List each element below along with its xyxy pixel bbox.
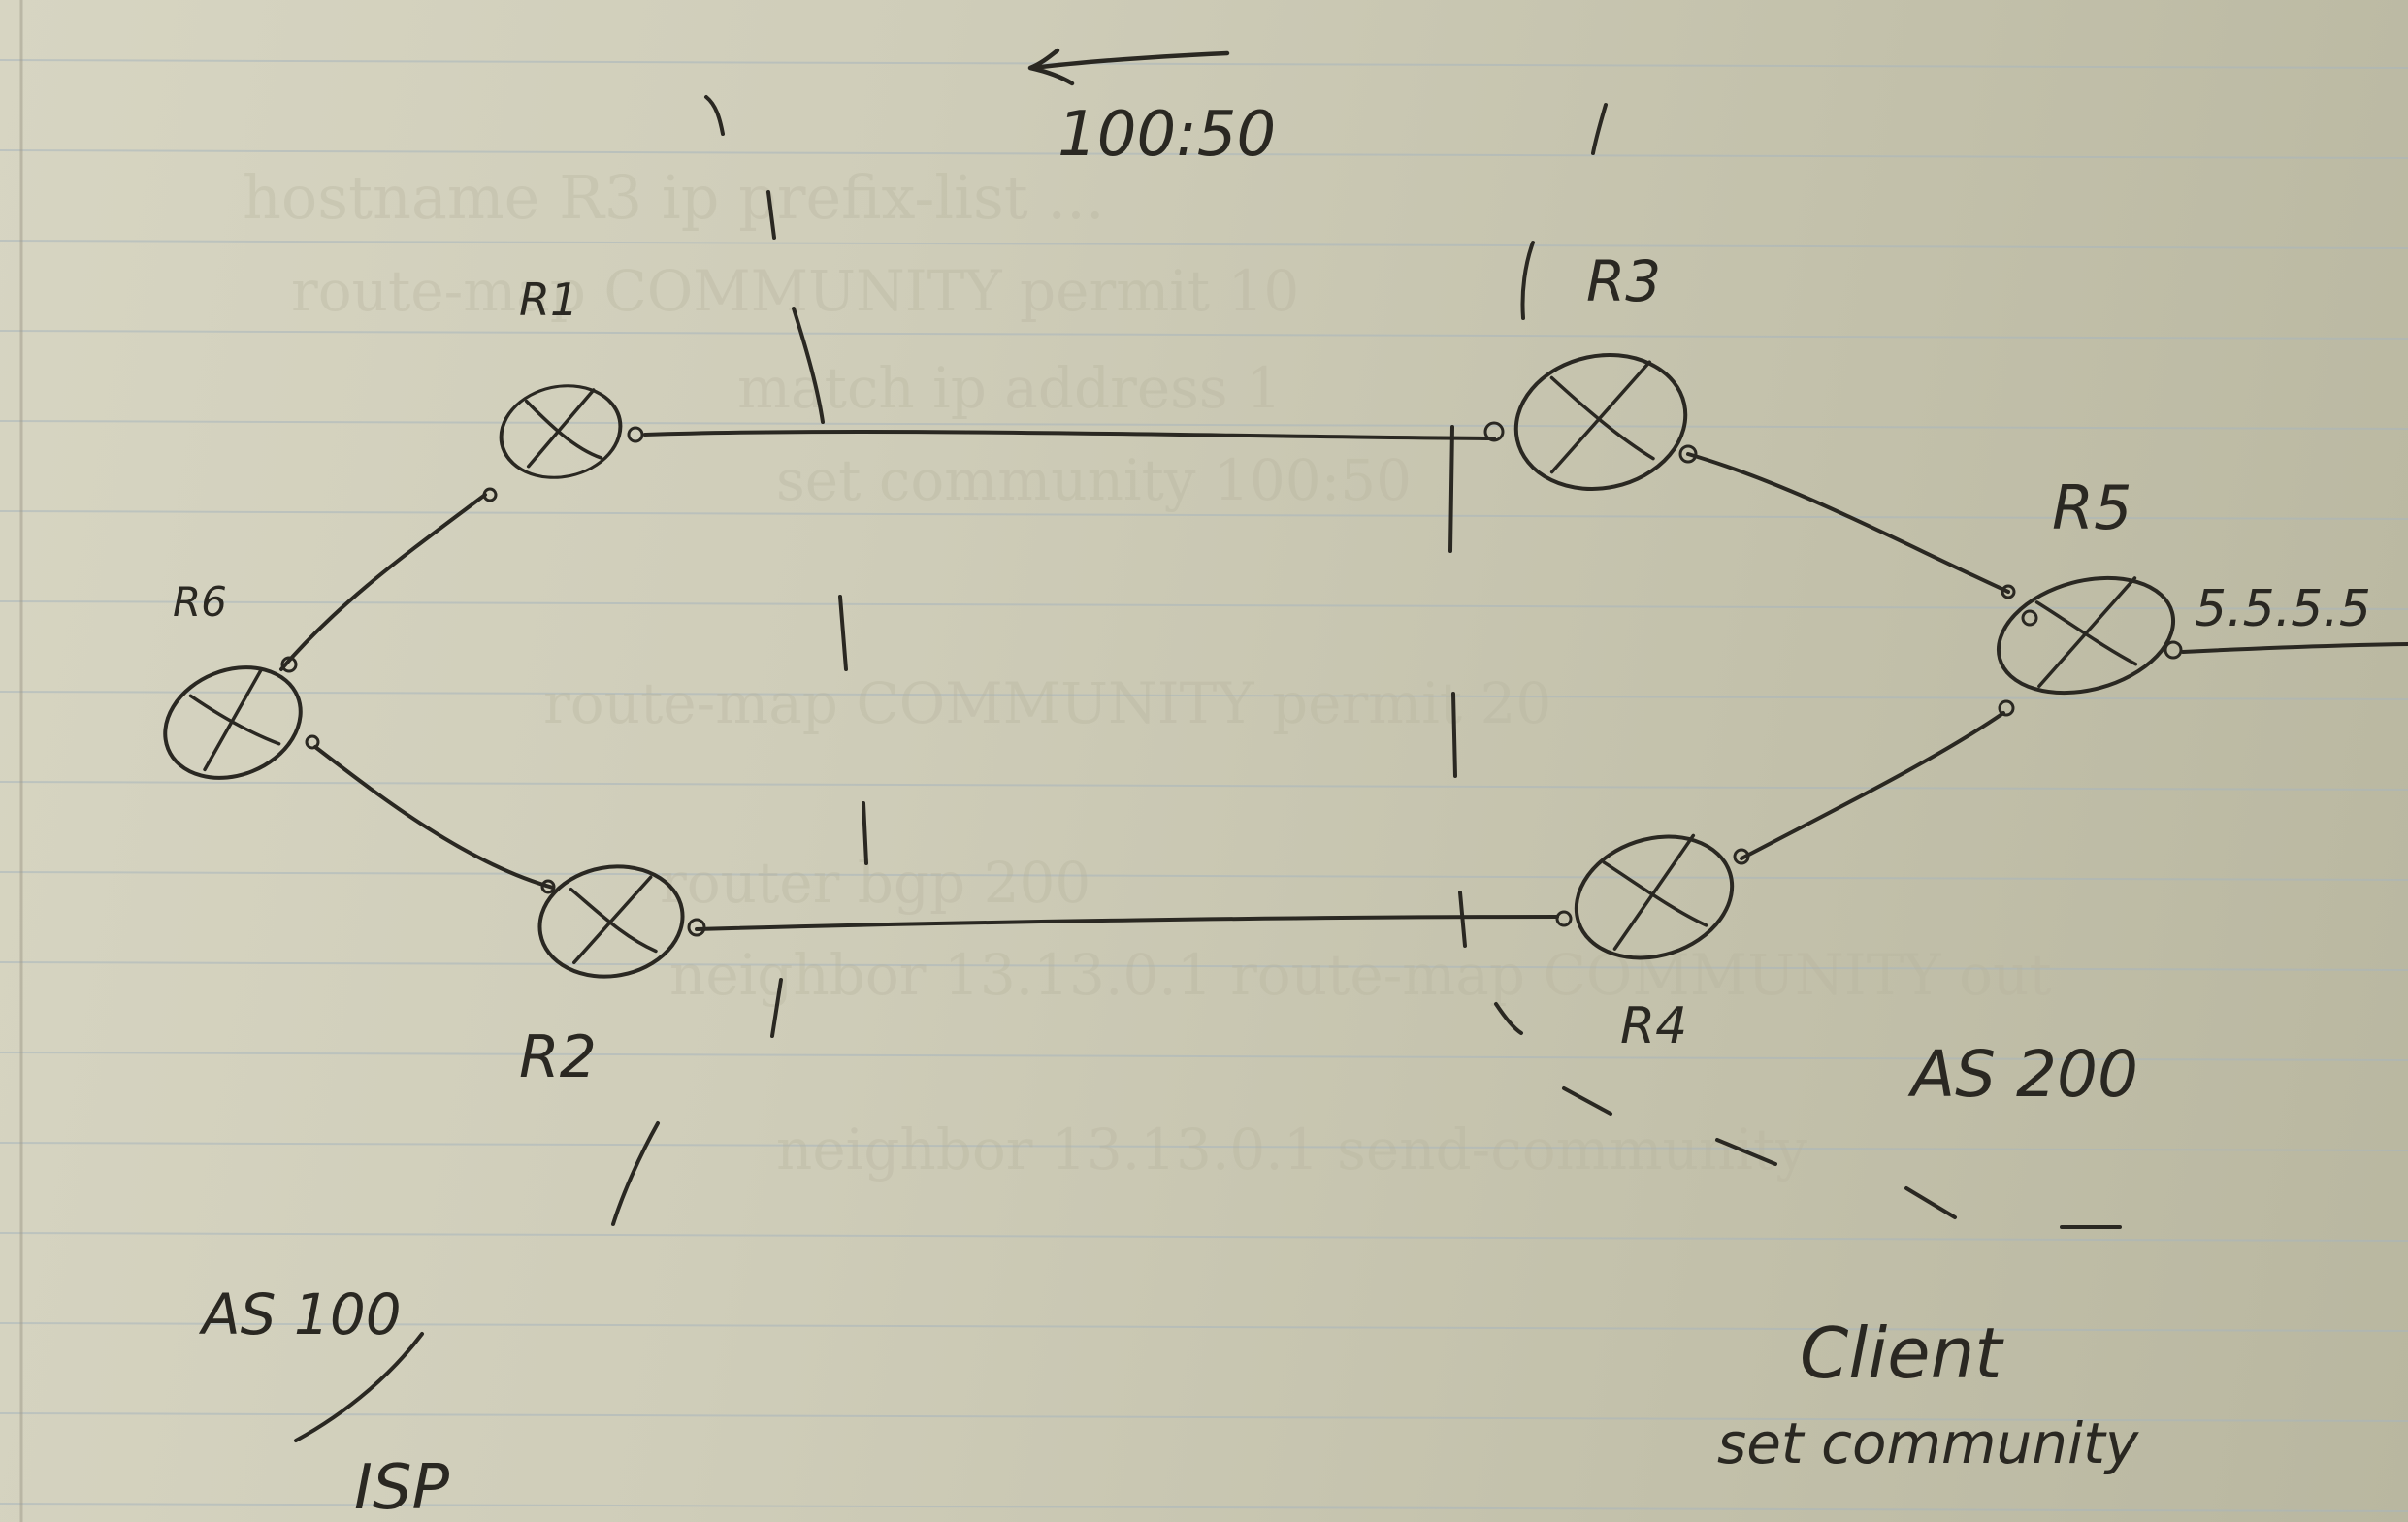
boundary-isp-slash <box>294 1332 424 1442</box>
router-R4 <box>1574 833 1735 960</box>
arrow-left-icon <box>1027 48 1230 86</box>
rule-line <box>0 1322 2408 1332</box>
svg-text:route-map COMMUNITY permit 20: route-map COMMUNITY permit 20 <box>543 670 1551 736</box>
rule-line <box>0 330 2408 340</box>
svg-text:neighbor 13.13.0.1 send-commun: neighbor 13.13.0.1 send-community <box>776 1117 1807 1182</box>
rule-line <box>0 1503 2408 1512</box>
rule-line <box>0 510 2408 520</box>
rule-line <box>0 871 2408 881</box>
router-label-r6: R6 <box>173 578 227 626</box>
router-label-r5: R5 <box>2052 472 2132 543</box>
labels: R1 R2 R3 R4 R5 R6 100:50 5.5.5.5 AS 100 … <box>173 99 2371 1522</box>
rule-line <box>0 1232 2408 1242</box>
svg-text:neighbor 13.13.0.1 route-map C: neighbor 13.13.0.1 route-map COMMUNITY o… <box>669 942 2052 1008</box>
svg-text:match ip address 1: match ip address 1 <box>737 355 1282 421</box>
router-R6 <box>163 665 303 780</box>
link-r1-r3 <box>643 429 1496 440</box>
client-label: Client <box>1800 1312 2004 1394</box>
rule-line <box>0 781 2408 791</box>
link-r2-r4 <box>695 915 1559 931</box>
rule-line <box>0 59 2408 69</box>
router-R2 <box>537 864 685 979</box>
boundary-left <box>611 95 868 1226</box>
isp-as-label: AS 100 <box>198 1281 402 1347</box>
link-r5-prefix <box>2181 642 2408 654</box>
rule-line <box>0 420 2408 430</box>
bleed-through-text: hostname R3 ip prefix-list ... route-map… <box>243 162 2052 1182</box>
isp-label: ISP <box>354 1452 450 1522</box>
rule-line <box>0 600 2408 610</box>
community-value: 100:50 <box>1058 99 1276 171</box>
rule-line <box>0 691 2408 700</box>
router-R3 <box>1513 353 1688 491</box>
link-r6-r1 <box>279 493 487 671</box>
router-label-r3: R3 <box>1586 248 1661 314</box>
interface-dots <box>280 421 2183 937</box>
svg-text:router bgp 200: router bgp 200 <box>660 850 1090 916</box>
rule-line <box>0 1412 2408 1422</box>
rule-line <box>0 961 2408 971</box>
prefix-label: 5.5.5.5 <box>2195 580 2371 638</box>
svg-text:set community 100:50: set community 100:50 <box>776 447 1412 513</box>
rule-line <box>0 1052 2408 1061</box>
link-r4-r5 <box>1740 711 2005 860</box>
as-boundaries <box>294 95 2122 1442</box>
router-R1 <box>499 384 623 479</box>
svg-text:hostname R3 ip prefix-list ...: hostname R3 ip prefix-list ... <box>243 162 1105 233</box>
link-r6-r2 <box>313 745 555 890</box>
client-as-label: AS 200 <box>1907 1037 2138 1112</box>
client-action-label: set community <box>1717 1410 2139 1476</box>
rule-line <box>0 1142 2408 1151</box>
rule-line <box>0 240 2408 249</box>
rule-line <box>0 149 2408 159</box>
router-label-r1: R1 <box>519 274 578 326</box>
link-r3-r5 <box>1686 452 2010 594</box>
router-R5 <box>1996 575 2176 696</box>
router-label-r4: R4 <box>1620 997 1687 1055</box>
router-label-r2: R2 <box>519 1023 597 1091</box>
links <box>279 429 2408 931</box>
boundary-right <box>1448 103 2122 1229</box>
